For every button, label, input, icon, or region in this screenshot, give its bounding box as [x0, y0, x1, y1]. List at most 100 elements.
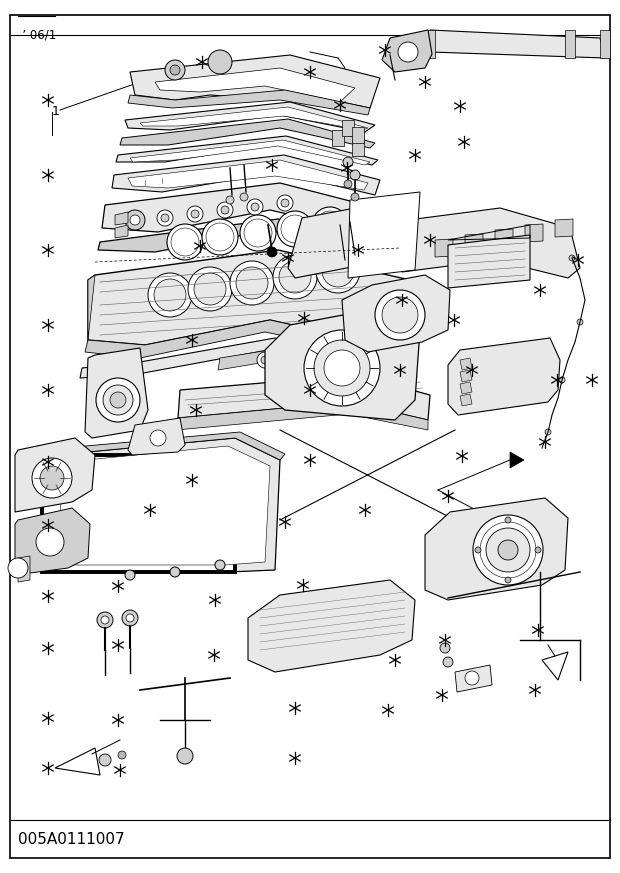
Polygon shape — [115, 212, 128, 225]
Circle shape — [148, 273, 192, 317]
Polygon shape — [460, 370, 472, 382]
Circle shape — [188, 267, 232, 311]
Circle shape — [486, 528, 530, 572]
Circle shape — [40, 466, 64, 490]
Circle shape — [281, 215, 309, 243]
Polygon shape — [42, 432, 285, 460]
Circle shape — [505, 517, 511, 523]
Polygon shape — [425, 498, 568, 600]
Circle shape — [312, 207, 348, 243]
Circle shape — [150, 430, 166, 446]
Circle shape — [535, 547, 541, 553]
Circle shape — [343, 157, 353, 167]
Circle shape — [328, 354, 356, 382]
Circle shape — [398, 42, 418, 62]
Polygon shape — [80, 338, 410, 378]
Polygon shape — [448, 338, 560, 415]
Circle shape — [171, 228, 199, 256]
Circle shape — [165, 60, 185, 80]
Circle shape — [351, 193, 359, 201]
Circle shape — [316, 211, 344, 239]
Circle shape — [475, 547, 481, 553]
Polygon shape — [116, 136, 378, 165]
Polygon shape — [112, 155, 380, 195]
Circle shape — [277, 195, 293, 211]
Polygon shape — [425, 30, 435, 58]
Polygon shape — [55, 446, 270, 565]
Circle shape — [130, 215, 140, 225]
Circle shape — [167, 224, 203, 260]
Polygon shape — [435, 239, 453, 257]
Circle shape — [344, 180, 352, 188]
Polygon shape — [455, 665, 492, 692]
Circle shape — [577, 319, 583, 325]
Circle shape — [202, 219, 238, 255]
Circle shape — [247, 199, 263, 215]
Polygon shape — [155, 68, 355, 102]
Polygon shape — [130, 55, 380, 108]
Polygon shape — [600, 30, 610, 58]
Circle shape — [122, 610, 138, 626]
Circle shape — [161, 214, 169, 222]
Circle shape — [240, 215, 276, 251]
Circle shape — [244, 219, 272, 247]
Circle shape — [236, 267, 268, 299]
Polygon shape — [88, 275, 95, 340]
Circle shape — [440, 643, 450, 653]
Polygon shape — [332, 130, 344, 146]
Polygon shape — [265, 308, 420, 420]
Polygon shape — [460, 358, 472, 370]
Polygon shape — [510, 452, 524, 468]
Circle shape — [322, 255, 354, 287]
Circle shape — [99, 754, 111, 766]
Polygon shape — [382, 30, 432, 72]
Polygon shape — [342, 120, 354, 136]
Circle shape — [569, 255, 575, 261]
Polygon shape — [555, 219, 573, 237]
Polygon shape — [342, 275, 450, 352]
Circle shape — [273, 255, 317, 299]
Circle shape — [221, 206, 229, 214]
Polygon shape — [448, 235, 530, 288]
Circle shape — [304, 330, 380, 406]
Polygon shape — [42, 455, 235, 572]
Polygon shape — [125, 102, 375, 132]
Polygon shape — [120, 119, 375, 148]
Polygon shape — [465, 234, 483, 252]
Circle shape — [375, 290, 425, 340]
Circle shape — [505, 577, 511, 583]
Circle shape — [240, 193, 248, 201]
Circle shape — [187, 206, 203, 222]
Circle shape — [382, 297, 418, 333]
Circle shape — [277, 211, 313, 247]
Circle shape — [281, 199, 289, 207]
Circle shape — [267, 247, 277, 257]
Circle shape — [101, 616, 109, 624]
Circle shape — [126, 614, 134, 622]
Polygon shape — [18, 556, 30, 582]
Text: 005A0111007: 005A0111007 — [18, 832, 125, 847]
Circle shape — [206, 223, 234, 251]
Polygon shape — [178, 375, 430, 420]
Circle shape — [465, 671, 479, 685]
Circle shape — [314, 340, 370, 396]
Polygon shape — [128, 90, 370, 115]
Polygon shape — [85, 348, 148, 438]
Polygon shape — [352, 127, 364, 143]
Circle shape — [125, 210, 145, 230]
Circle shape — [103, 385, 133, 415]
Circle shape — [261, 356, 269, 364]
Polygon shape — [248, 580, 415, 672]
Circle shape — [191, 210, 199, 218]
Text: -’ 06/1: -’ 06/1 — [18, 28, 56, 41]
Polygon shape — [218, 350, 310, 370]
Polygon shape — [460, 394, 472, 406]
Polygon shape — [460, 382, 472, 394]
Circle shape — [36, 528, 64, 556]
Circle shape — [154, 279, 186, 311]
Polygon shape — [102, 183, 385, 235]
Circle shape — [350, 170, 360, 180]
Polygon shape — [402, 208, 580, 278]
Circle shape — [97, 612, 113, 628]
Polygon shape — [352, 140, 364, 156]
